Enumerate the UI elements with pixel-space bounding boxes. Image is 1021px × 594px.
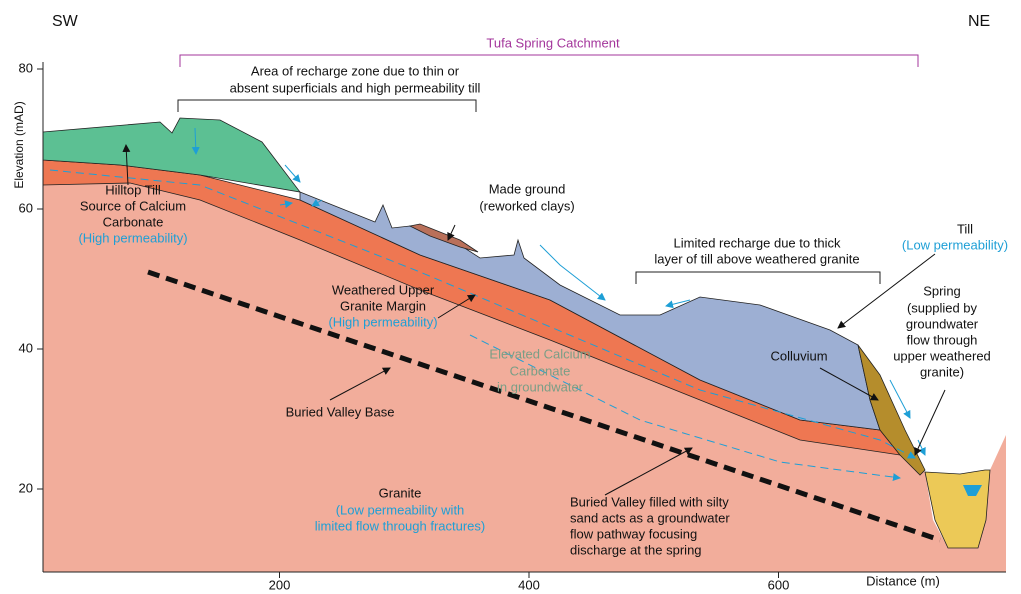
spring-text: upper weathered [893, 348, 991, 363]
spring-text: (supplied by [907, 300, 978, 315]
x-tick-label: 600 [768, 577, 790, 592]
ne-label: NE [968, 13, 990, 30]
spring-text: flow through [907, 332, 978, 347]
catchment-label: Tufa Spring Catchment [486, 35, 620, 50]
granite-note: (Low permeability with [336, 502, 465, 517]
bracket [178, 100, 476, 112]
y-axis-title: Elevation (mAD) [12, 101, 26, 188]
calcium-text: Carbonate [510, 363, 571, 378]
made-ground-text: (reworked clays) [479, 198, 574, 213]
weathered-text: Weathered Upper [332, 282, 435, 297]
calcium-text: Elevated Calcium [489, 346, 590, 361]
till-text: Till [957, 221, 973, 236]
leader [915, 390, 945, 455]
valley-base-text: Buried Valley Base [286, 404, 395, 419]
recharge-text: absent superficials and high permeabilit… [230, 80, 481, 95]
y-tick-label: 40 [19, 340, 33, 355]
hilltop-text: Hilltop Till [105, 182, 161, 197]
y-tick-label: 80 [19, 60, 33, 75]
spring-text: groundwater [906, 316, 979, 331]
spring-text: granite) [920, 364, 964, 379]
x-tick-label: 400 [518, 577, 540, 592]
hilltop-note: (High permeability) [78, 230, 187, 245]
limited-recharge-text: Limited recharge due to thick [674, 235, 841, 250]
valley-fill-text: discharge at the spring [570, 542, 702, 557]
weathered-note: (High permeability) [328, 314, 437, 329]
hilltop-text: Carbonate [103, 214, 164, 229]
y-tick-label: 20 [19, 480, 33, 495]
sw-label: SW [52, 13, 79, 30]
valley-fill-text: sand acts as a groundwater [570, 510, 730, 525]
colluvium-text: Colluvium [770, 348, 827, 363]
till-note: (Low permeability) [902, 237, 1008, 252]
runoff-arrow [918, 440, 925, 455]
hilltop-text: Source of Calcium [80, 198, 186, 213]
recharge-text: Area of recharge zone due to thin or [251, 63, 460, 78]
y-tick-label: 60 [19, 200, 33, 215]
cross-section: 20 40 60 80 200 400 600 Elevation (mAD) Distan… [0, 0, 1021, 594]
valley-fill-text: flow pathway focusing [570, 526, 697, 541]
made-ground-text: Made ground [489, 181, 566, 196]
granite-text: Granite [379, 485, 422, 500]
calcium-text: in groundwater [497, 379, 584, 394]
granite-note: limited flow through fractures) [315, 518, 486, 533]
limited-recharge-text: layer of till above weathered granite [654, 251, 859, 266]
valley-fill-text: Buried Valley filled with silty [570, 494, 729, 509]
bracket [636, 272, 880, 284]
spring-text: Spring [923, 283, 961, 298]
weathered-text: Granite Margin [340, 298, 426, 313]
x-axis-title: Distance (m) [866, 573, 940, 588]
x-tick-label: 200 [269, 577, 291, 592]
